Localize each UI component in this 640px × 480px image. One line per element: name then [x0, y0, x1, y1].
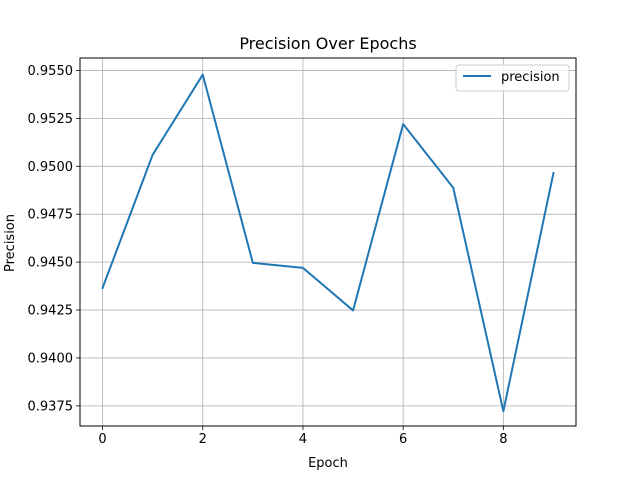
x-axis-label: Epoch	[308, 456, 348, 471]
y-tick-label: 0.9500	[28, 160, 74, 175]
plot-area	[80, 58, 576, 426]
y-axis-label: Precision	[3, 214, 18, 272]
x-tick-label: 0	[98, 432, 106, 447]
chart-title: Precision Over Epochs	[239, 34, 416, 53]
y-tick-label: 0.9400	[28, 351, 74, 366]
y-tick-label: 0.9425	[28, 304, 74, 319]
x-tick-label: 8	[499, 432, 507, 447]
grid-lines	[80, 58, 576, 426]
y-tick-label: 0.9475	[28, 208, 74, 223]
series-lines	[101, 73, 555, 413]
y-tick-label: 0.9450	[28, 256, 74, 271]
x-axis-ticks: 0 2 4 6 8	[98, 426, 507, 447]
x-tick-label: 2	[199, 432, 207, 447]
y-tick-label: 0.9375	[28, 399, 74, 414]
legend: precision	[455, 64, 570, 92]
legend-label-precision: precision	[501, 70, 560, 85]
legend-box	[455, 64, 570, 92]
x-tick-label: 6	[399, 432, 407, 447]
y-tick-label: 0.9525	[28, 112, 74, 127]
series-line-precision	[101, 73, 555, 413]
y-axis-ticks: 0.9375 0.9400 0.9425 0.9450 0.9475 0.9500 0.95…	[28, 64, 80, 414]
plot-frame	[79, 57, 577, 427]
y-tick-label: 0.9550	[28, 64, 74, 79]
x-tick-label: 4	[299, 432, 307, 447]
